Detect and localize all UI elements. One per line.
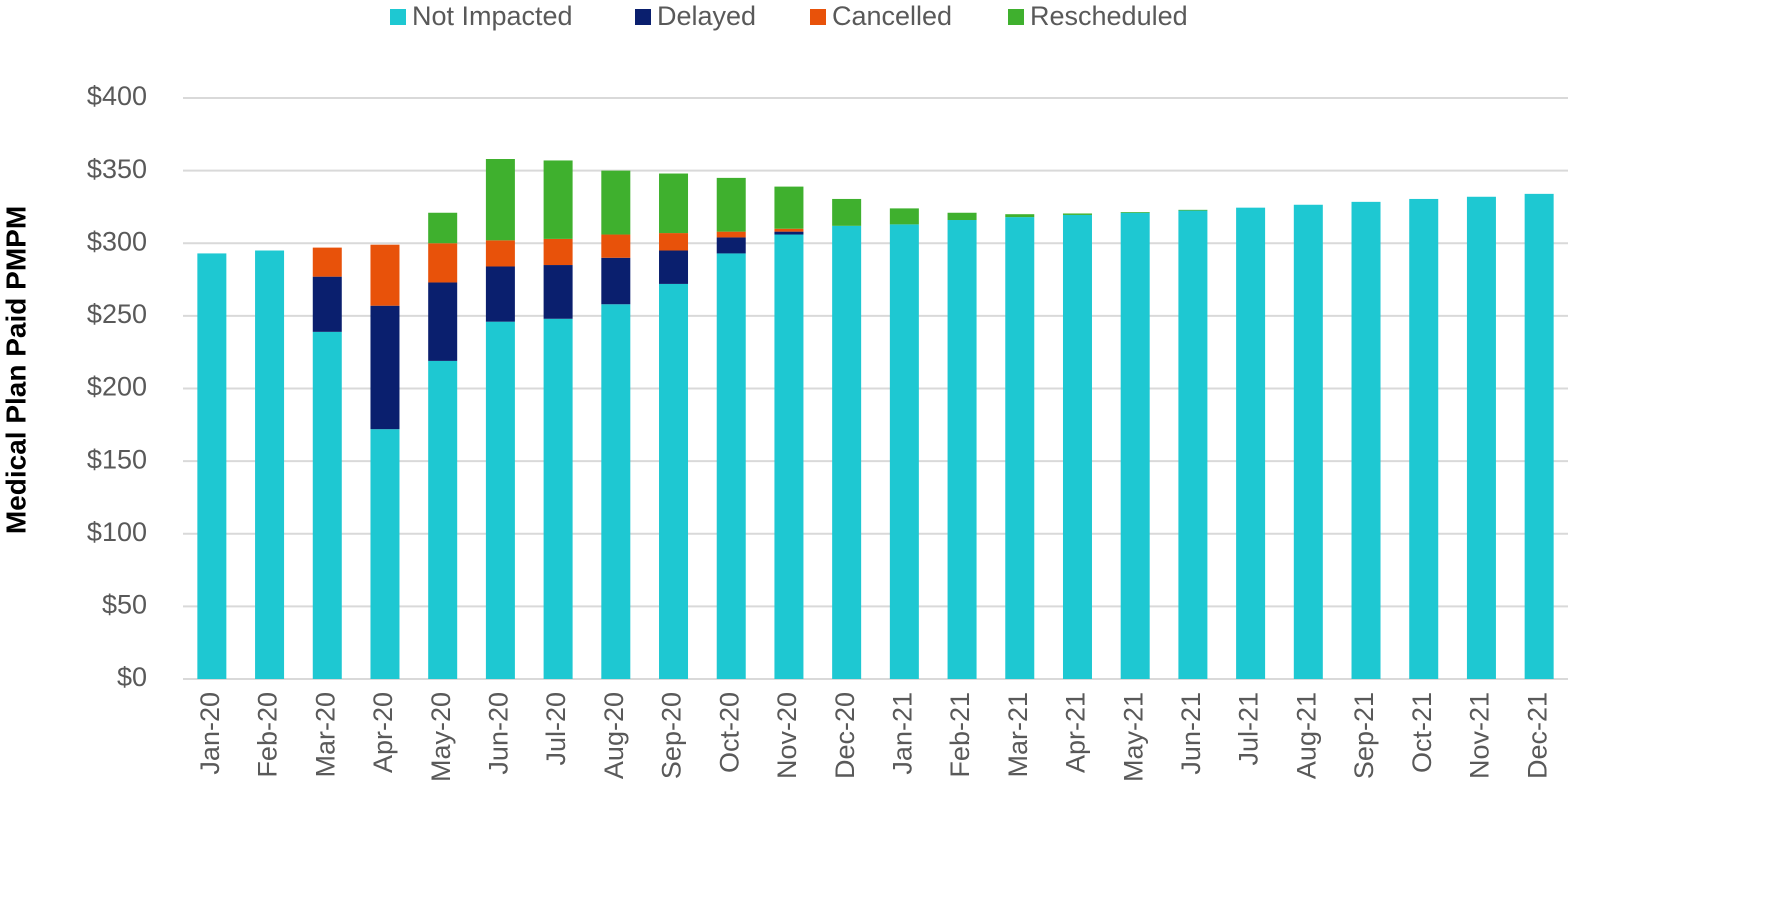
legend-swatch	[390, 9, 406, 25]
x-tick-label: Jan-21	[887, 692, 917, 775]
bar-segment	[659, 173, 689, 234]
bar-segment	[1005, 217, 1035, 680]
bar-segment	[947, 220, 977, 679]
y-tick-label: $50	[102, 590, 147, 620]
x-tick-label: Sep-20	[657, 692, 687, 779]
x-tick-label: Nov-21	[1465, 692, 1495, 779]
bar-segment	[832, 198, 862, 226]
x-tick-label: May-21	[1118, 692, 1148, 782]
x-tick-label: Oct-20	[714, 692, 744, 773]
legend-label: Delayed	[657, 1, 756, 31]
bar-segment	[485, 321, 515, 679]
bar-segment	[1062, 214, 1092, 679]
y-tick-label: $400	[87, 81, 147, 111]
y-tick-label: $250	[87, 299, 147, 329]
bar-segment	[428, 360, 458, 679]
bar-segment	[428, 282, 458, 361]
bar-segment	[1409, 198, 1439, 680]
x-tick-label: Mar-21	[1003, 692, 1033, 778]
legend-swatch	[810, 9, 826, 25]
x-tick-label: Feb-21	[945, 692, 975, 778]
legend-swatch	[635, 9, 651, 25]
x-tick-label: Mar-20	[310, 692, 340, 778]
bar-segment	[947, 212, 977, 221]
x-tick-label: Dec-21	[1522, 692, 1552, 779]
y-tick-label: $0	[117, 662, 147, 692]
bar-segment	[1062, 213, 1092, 215]
bar-segment	[428, 212, 458, 244]
bar-segment	[485, 266, 515, 322]
bar-segment	[659, 233, 689, 251]
bar-segment	[1524, 193, 1554, 680]
x-tick-label: Jan-20	[195, 692, 225, 775]
bar-segment	[1351, 201, 1381, 679]
bar-segment	[1120, 212, 1150, 213]
bar-segment	[889, 224, 919, 679]
legend-label: Cancelled	[832, 1, 952, 31]
y-tick-label: $350	[87, 154, 147, 184]
y-tick-label: $200	[87, 372, 147, 402]
x-tick-label: Jun-21	[1176, 692, 1206, 775]
bar-segment	[543, 238, 573, 266]
bar-segment	[197, 253, 227, 680]
x-tick-label: Jul-20	[541, 692, 571, 766]
bar-segment	[716, 231, 746, 238]
y-tick-label: $150	[87, 444, 147, 474]
bar-segment	[312, 276, 342, 332]
bar-segment	[1178, 210, 1208, 679]
bar-segment	[543, 265, 573, 319]
bar-segment	[601, 170, 631, 235]
bar-segment	[543, 318, 573, 679]
bar-segment	[1178, 209, 1208, 211]
bar-segment	[659, 250, 689, 284]
x-tick-label: Feb-20	[253, 692, 283, 778]
bar-segment	[1293, 204, 1323, 680]
bar-segment	[255, 250, 285, 679]
bar-segment	[832, 225, 862, 679]
x-tick-label: Apr-20	[368, 692, 398, 773]
bar-segment	[485, 159, 515, 241]
x-tick-label: Apr-21	[1061, 692, 1091, 773]
bar-segment	[774, 228, 804, 232]
bar-segment	[716, 237, 746, 254]
x-tick-label: Nov-20	[772, 692, 802, 779]
legend-label: Rescheduled	[1030, 1, 1188, 31]
bar-segment	[601, 257, 631, 305]
bar-segment	[312, 331, 342, 679]
bar-segment	[774, 186, 804, 229]
bar-segment	[1236, 207, 1266, 679]
bar-segment	[601, 234, 631, 258]
bar-segment	[1005, 214, 1035, 218]
legend-label: Not Impacted	[412, 1, 573, 31]
x-tick-label: Oct-21	[1407, 692, 1437, 773]
legend-swatch	[1008, 9, 1024, 25]
bar-segment	[1120, 212, 1150, 679]
bar-segment	[370, 244, 400, 306]
x-tick-label: May-20	[426, 692, 456, 782]
bar-segment	[774, 231, 804, 235]
bar-segment	[601, 304, 631, 679]
x-tick-label: Jun-20	[484, 692, 514, 775]
bar-segment	[370, 305, 400, 430]
bar-segment	[485, 240, 515, 267]
bar-segment	[312, 247, 342, 277]
bar-segment	[428, 243, 458, 283]
y-axis-label: Medical Plan Paid PMPM	[0, 206, 31, 534]
x-tick-label: Dec-20	[830, 692, 860, 779]
bar-segment	[1466, 196, 1496, 679]
x-tick-label: Sep-21	[1349, 692, 1379, 779]
bar-segment	[659, 283, 689, 679]
x-tick-label: Jul-21	[1234, 692, 1264, 766]
y-tick-label: $100	[87, 517, 147, 547]
x-tick-label: Aug-21	[1291, 692, 1321, 779]
bar-segment	[889, 208, 919, 225]
bar-segment	[716, 177, 746, 232]
y-tick-label: $300	[87, 226, 147, 256]
bar-segment	[716, 253, 746, 680]
bar-segment	[543, 160, 573, 239]
x-tick-label: Aug-20	[599, 692, 629, 779]
bar-segment	[774, 234, 804, 679]
bar-segment	[370, 429, 400, 679]
